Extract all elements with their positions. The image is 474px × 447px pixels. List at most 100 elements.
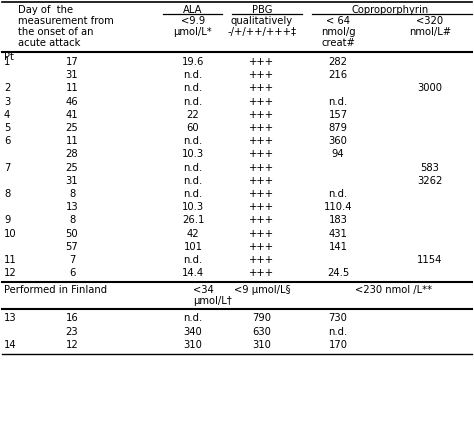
Text: 310: 310	[253, 340, 272, 350]
Text: 14.4: 14.4	[182, 268, 204, 278]
Text: the onset of an: the onset of an	[18, 27, 93, 37]
Text: 10.3: 10.3	[182, 149, 204, 160]
Text: n.d.: n.d.	[183, 70, 202, 80]
Text: 22: 22	[187, 110, 200, 120]
Text: +++: +++	[249, 149, 274, 160]
Text: 1154: 1154	[417, 255, 443, 265]
Text: +++: +++	[249, 123, 274, 133]
Text: 3000: 3000	[418, 84, 443, 93]
Text: 25: 25	[65, 123, 78, 133]
Text: 790: 790	[253, 313, 272, 323]
Text: +++: +++	[249, 84, 274, 93]
Text: 310: 310	[183, 340, 202, 350]
Text: 4: 4	[4, 110, 10, 120]
Text: 583: 583	[420, 163, 439, 173]
Text: 879: 879	[328, 123, 347, 133]
Text: n.d.: n.d.	[328, 97, 347, 106]
Text: nmol/L#: nmol/L#	[409, 27, 451, 37]
Text: Coproporphyrin: Coproporphyrin	[351, 5, 428, 15]
Text: +++: +++	[249, 215, 274, 225]
Text: Day of  the: Day of the	[18, 5, 73, 15]
Text: 60: 60	[187, 123, 199, 133]
Text: 101: 101	[183, 242, 202, 252]
Text: 6: 6	[4, 136, 10, 146]
Text: 10: 10	[4, 228, 17, 239]
Text: +++: +++	[249, 70, 274, 80]
Text: 183: 183	[328, 215, 347, 225]
Text: +++: +++	[249, 242, 274, 252]
Text: 6: 6	[69, 268, 75, 278]
Text: 282: 282	[328, 57, 347, 67]
Text: <9.9: <9.9	[181, 16, 205, 26]
Text: 12: 12	[4, 268, 17, 278]
Text: 17: 17	[65, 57, 78, 67]
Text: 216: 216	[328, 70, 347, 80]
Text: 110.4: 110.4	[324, 202, 352, 212]
Text: 8: 8	[4, 189, 10, 199]
Text: +++: +++	[249, 228, 274, 239]
Text: 10.3: 10.3	[182, 202, 204, 212]
Text: <9 μmol/L§: <9 μmol/L§	[234, 285, 290, 295]
Text: 94: 94	[332, 149, 344, 160]
Text: 431: 431	[328, 228, 347, 239]
Text: n.d.: n.d.	[183, 97, 202, 106]
Text: 14: 14	[4, 340, 17, 350]
Text: +++: +++	[249, 97, 274, 106]
Text: <34: <34	[193, 285, 214, 295]
Text: measurement from: measurement from	[18, 16, 114, 26]
Text: 7: 7	[69, 255, 75, 265]
Text: 11: 11	[65, 84, 78, 93]
Text: 8: 8	[69, 189, 75, 199]
Text: 28: 28	[66, 149, 78, 160]
Text: 12: 12	[65, 340, 78, 350]
Text: 730: 730	[328, 313, 347, 323]
Text: 3: 3	[4, 97, 10, 106]
Text: 26.1: 26.1	[182, 215, 204, 225]
Text: 16: 16	[65, 313, 78, 323]
Text: 7: 7	[4, 163, 10, 173]
Text: acute attack: acute attack	[18, 38, 81, 48]
Text: 8: 8	[69, 215, 75, 225]
Text: 46: 46	[66, 97, 78, 106]
Text: n.d.: n.d.	[328, 327, 347, 337]
Text: +++: +++	[249, 255, 274, 265]
Text: 13: 13	[4, 313, 17, 323]
Text: +++: +++	[249, 268, 274, 278]
Text: nmol/g: nmol/g	[321, 27, 356, 37]
Text: 11: 11	[4, 255, 17, 265]
Text: n.d.: n.d.	[183, 189, 202, 199]
Text: 23: 23	[66, 327, 78, 337]
Text: +++: +++	[249, 110, 274, 120]
Text: 3262: 3262	[417, 176, 443, 186]
Text: 360: 360	[328, 136, 347, 146]
Text: 24.5: 24.5	[327, 268, 349, 278]
Text: 31: 31	[66, 70, 78, 80]
Text: +++: +++	[249, 202, 274, 212]
Text: n.d.: n.d.	[183, 136, 202, 146]
Text: creat#: creat#	[321, 38, 355, 48]
Text: n.d.: n.d.	[183, 163, 202, 173]
Text: +++: +++	[249, 57, 274, 67]
Text: qualitatively: qualitatively	[231, 16, 293, 26]
Text: < 64: < 64	[326, 16, 350, 26]
Text: 170: 170	[328, 340, 347, 350]
Text: -/+/++/+++‡: -/+/++/+++‡	[228, 27, 297, 37]
Text: +++: +++	[249, 189, 274, 199]
Text: Pt: Pt	[4, 52, 14, 62]
Text: 5: 5	[4, 123, 10, 133]
Text: ALA: ALA	[183, 5, 203, 15]
Text: n.d.: n.d.	[183, 84, 202, 93]
Text: 31: 31	[66, 176, 78, 186]
Text: 42: 42	[187, 228, 199, 239]
Text: +++: +++	[249, 163, 274, 173]
Text: 25: 25	[65, 163, 78, 173]
Text: 19.6: 19.6	[182, 57, 204, 67]
Text: μmol/L†: μmol/L†	[193, 296, 232, 306]
Text: 340: 340	[183, 327, 202, 337]
Text: 41: 41	[66, 110, 78, 120]
Text: 2: 2	[4, 84, 10, 93]
Text: 157: 157	[328, 110, 347, 120]
Text: Performed in Finland: Performed in Finland	[4, 285, 107, 295]
Text: 141: 141	[328, 242, 347, 252]
Text: 630: 630	[253, 327, 272, 337]
